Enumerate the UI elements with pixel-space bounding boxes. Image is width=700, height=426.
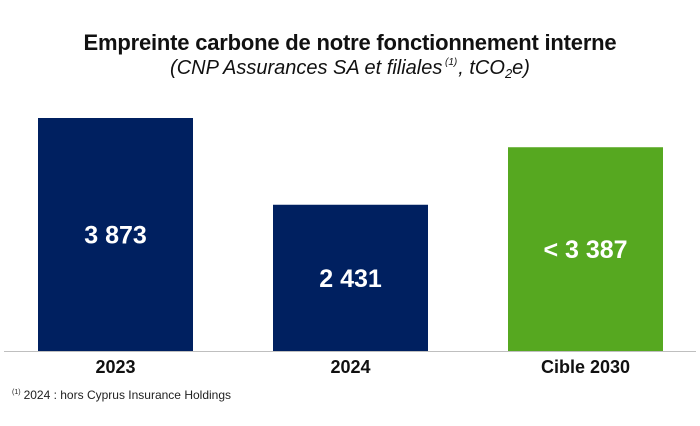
footnote-text: 2024 : hors Cyprus Insurance Holdings [23,388,232,402]
footnote: (1) 2024 : hors Cyprus Insurance Holdings [12,388,231,402]
category-label-2023: 2023 [95,357,135,377]
category-label-cible-2030: Cible 2030 [541,357,630,377]
footnote-mark: (1) [12,389,21,396]
subtitle-prefix: (CNP Assurances SA et filiales [170,57,443,79]
bar-cible-2030 [508,147,663,351]
bar-2023 [38,118,193,351]
value-label-cible-2030: < 3 387 [543,236,627,264]
category-label-2024: 2024 [330,357,370,377]
subtitle-unit: , tCO [458,57,505,79]
subtitle-unit-end: e) [512,57,530,79]
subtitle-unit-subscript: 2 [504,66,513,81]
chart-subtitle: (CNP Assurances SA et filiales (1), tCO2… [0,57,700,81]
chart-title: Empreinte carbone de notre fonctionnemen… [83,30,617,55]
value-label-2023: 3 873 [84,222,147,250]
bar-2024 [273,204,428,351]
value-label-2024: 2 431 [319,265,382,293]
subtitle-note-mark: (1) [445,57,458,68]
